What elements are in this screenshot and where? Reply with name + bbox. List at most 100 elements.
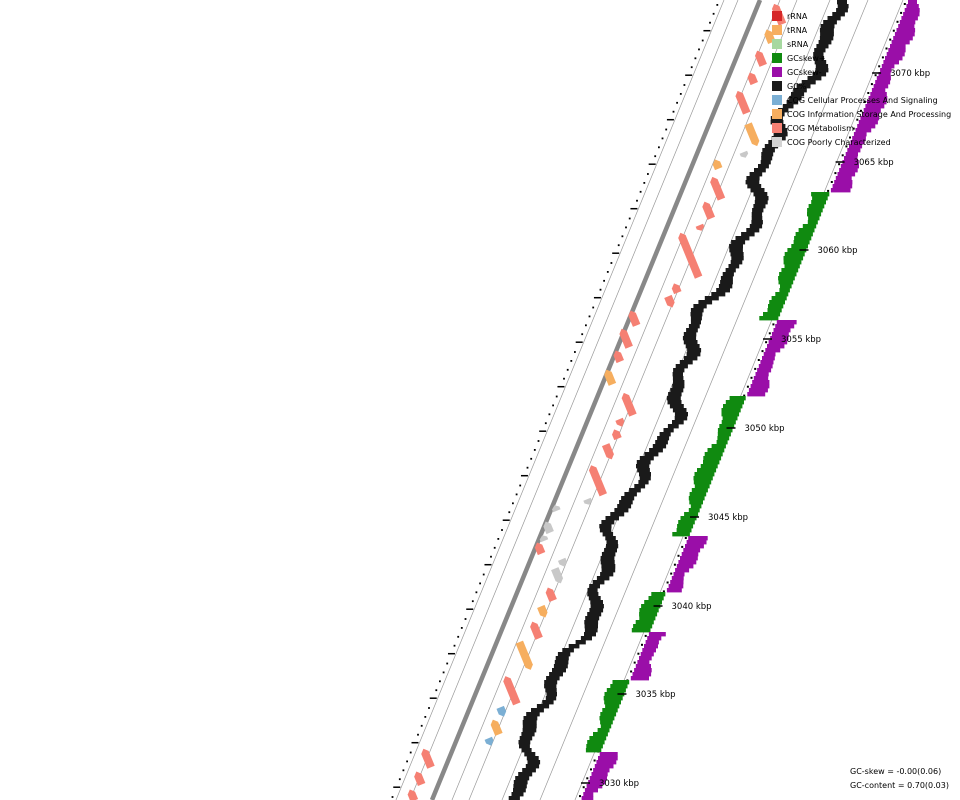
gc-skew-negative-bar bbox=[860, 116, 880, 121]
ruler-dot bbox=[889, 38, 892, 41]
gc-percent-bar bbox=[624, 492, 637, 497]
gene-feature bbox=[615, 417, 625, 427]
gc-percent-bar bbox=[760, 160, 771, 165]
gc-percent-bar bbox=[761, 156, 773, 161]
gc-skew-negative-bar bbox=[873, 84, 889, 89]
gc-skew-positive-bar bbox=[783, 256, 804, 261]
gc-percent-bar bbox=[568, 644, 580, 649]
gc-percent-bar bbox=[545, 696, 557, 701]
gc-percent-bar bbox=[791, 92, 805, 97]
gc-skew-negative-bar bbox=[637, 660, 650, 665]
kbp-tick-label: 3045 kbp bbox=[708, 513, 748, 523]
ruler-dot bbox=[586, 777, 589, 780]
gc-percent-bar bbox=[513, 780, 528, 785]
gene-feature bbox=[583, 497, 592, 505]
gc-skew-negative-bar bbox=[853, 132, 867, 137]
inner-tick-dot bbox=[566, 368, 569, 371]
ruler-dot bbox=[860, 109, 862, 112]
gc-skew-negative-bar bbox=[834, 180, 853, 185]
ruler-dot bbox=[677, 554, 680, 557]
gc-skew-negative-bar bbox=[747, 392, 766, 397]
gene-feature bbox=[534, 542, 546, 556]
gc-skew-negative-bar bbox=[894, 32, 915, 37]
inner-tick-dot bbox=[628, 217, 631, 220]
gc-skew-negative-bar bbox=[908, 0, 917, 5]
gene-feature bbox=[744, 122, 760, 147]
gc-skew-negative-bar bbox=[645, 640, 659, 645]
gc-percent-bar bbox=[584, 628, 598, 633]
gc-skew-positive-bar bbox=[807, 208, 823, 213]
legend-swatch bbox=[772, 25, 782, 35]
inner-tick-dot bbox=[610, 262, 613, 264]
gc-skew-positive-bar bbox=[784, 264, 800, 269]
inner-tick-dot bbox=[672, 110, 675, 113]
gc-skew-positive-bar bbox=[631, 628, 651, 633]
gc-percent-bar bbox=[584, 632, 596, 637]
legend-item: COG Information Storage And Processing bbox=[772, 107, 951, 121]
inner-tick-dot bbox=[552, 404, 554, 407]
gc-skew-negative-bar bbox=[642, 648, 656, 653]
gc-skew-positive-bar bbox=[717, 436, 730, 441]
inner-tick-dot bbox=[679, 93, 682, 95]
gc-percent-bar bbox=[590, 600, 603, 605]
gc-percent-bar bbox=[673, 380, 685, 385]
ruler-dot bbox=[633, 661, 636, 664]
gc-percent-bar bbox=[546, 692, 557, 697]
ruler-dot bbox=[892, 29, 895, 32]
gc-skew-negative-bar bbox=[904, 8, 920, 13]
gc-skew-positive-bar bbox=[812, 196, 828, 201]
gc-skew-negative-bar bbox=[891, 40, 910, 45]
gene-feature bbox=[664, 294, 675, 308]
gc-percent-bar bbox=[674, 412, 688, 417]
gc-percent-bar bbox=[600, 556, 615, 561]
gc-skew-negative-bar bbox=[593, 768, 610, 773]
gc-percent-bar bbox=[521, 748, 532, 753]
ruler-dot bbox=[874, 74, 877, 77]
gc-percent-bar bbox=[753, 204, 766, 209]
gc-percent-bar bbox=[621, 496, 635, 501]
gc-skew-stat: GC-skew = -0.00(0.06) bbox=[850, 767, 942, 776]
inner-tick-dot bbox=[658, 146, 660, 149]
ruler-dot bbox=[845, 145, 848, 148]
gc-skew-negative-bar bbox=[589, 776, 607, 781]
gc-skew-positive-bar bbox=[763, 312, 781, 317]
gc-skew-positive-bar bbox=[635, 620, 654, 625]
legend-label: tRNA bbox=[787, 25, 808, 35]
gc-percent-bar bbox=[513, 788, 526, 793]
gc-percent-bar bbox=[686, 328, 698, 333]
gc-percent-bar bbox=[546, 676, 560, 681]
inner-tick-dot bbox=[636, 199, 638, 202]
gc-skew-negative-bar bbox=[768, 340, 788, 345]
kbp-tick-label: 3030 kbp bbox=[599, 779, 639, 789]
legend-label: COG Information Storage And Processing bbox=[787, 109, 952, 119]
inner-tick-dot bbox=[643, 182, 646, 184]
inner-tick-dot bbox=[493, 546, 496, 549]
gc-percent-bar bbox=[522, 768, 536, 773]
inner-tick-dot bbox=[599, 288, 602, 291]
gc-percent-bar bbox=[544, 684, 557, 689]
inner-tick-dot bbox=[475, 591, 478, 594]
gc-skew-negative-bar bbox=[755, 372, 769, 377]
gc-skew-negative-bar bbox=[867, 100, 887, 105]
gc-percent-bar bbox=[522, 720, 537, 725]
gc-percent-bar bbox=[634, 484, 646, 489]
gene-feature bbox=[530, 621, 543, 640]
ruler-dot bbox=[681, 545, 684, 548]
gc-percent-bar bbox=[683, 340, 698, 345]
gc-percent-bar bbox=[575, 640, 586, 645]
gc-skew-positive-bar bbox=[691, 488, 708, 493]
gc-skew-positive-bar bbox=[775, 292, 789, 297]
gene-feature bbox=[490, 719, 503, 736]
gc-skew-negative-bar bbox=[686, 540, 707, 545]
legend-swatch bbox=[772, 67, 782, 77]
gc-percent-bar bbox=[718, 284, 733, 289]
ruler-dot bbox=[768, 332, 771, 335]
gc-percent-bar bbox=[602, 532, 614, 537]
gc-skew-negative-bar bbox=[855, 128, 872, 133]
gc-percent-bar bbox=[755, 196, 769, 201]
gc-skew-positive-bar bbox=[689, 500, 703, 505]
gc-percent-bar bbox=[745, 180, 760, 185]
gc-skew-negative-bar bbox=[835, 176, 852, 181]
gc-skew-negative-bar bbox=[673, 572, 685, 577]
gc-percent-bar bbox=[728, 264, 740, 269]
